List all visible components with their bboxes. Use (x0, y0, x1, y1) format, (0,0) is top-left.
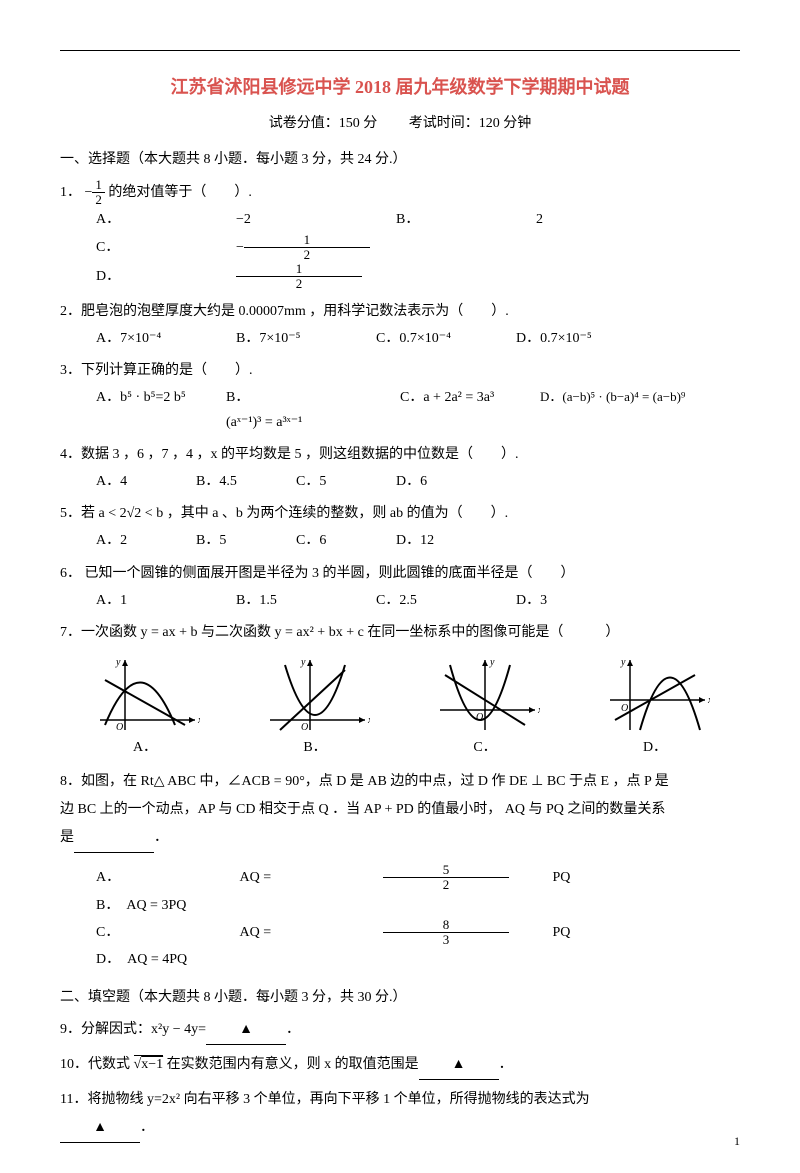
question-5: 5．若 a < 2√2 < b ，其中 a 、b 为两个连续的整数，则 ab 的… (60, 500, 740, 528)
q5-opt-c: C．6 (296, 528, 376, 553)
q3-opt-b: B．(aˣ⁻¹)³ = a³ˣ⁻¹ (226, 385, 380, 435)
q8-opt-c: C． AQ = 83 PQ (96, 918, 693, 948)
q8-opt-d: D． AQ = 4PQ (96, 947, 216, 972)
q7-label-b: B． (240, 735, 390, 760)
q7-label-d: D． (580, 735, 730, 760)
question-3: 3．下列计算正确的是（ ）. (60, 357, 740, 385)
q1-opt-a: A．−2 (96, 207, 376, 232)
q2-options: A．7×10⁻⁴ B．7×10⁻⁵ C．0.7×10⁻⁴ D．0.7×10⁻⁵ (60, 326, 740, 351)
q7-graphs: x y O A． x y O B． x y O (60, 655, 740, 760)
q3-opt-a: A．b⁵ · b⁵=2 b⁵ (96, 385, 206, 435)
question-6: 6． 已知一个圆锥的侧面展开图是半径为 3 的半圆，则此圆锥的底面半径是（ ） (60, 560, 740, 588)
q2-opt-a: A．7×10⁻⁴ (96, 326, 216, 351)
q6-opt-d: D．3 (516, 588, 636, 613)
q6-opt-a: A．1 (96, 588, 216, 613)
svg-text:O: O (301, 722, 308, 733)
frac-minus-half: 12 (92, 178, 105, 208)
question-10: 10．代数式 √x−1 在实数范围内有意义，则 x 的取值范围是▲． (60, 1051, 740, 1080)
q1-tail: 的绝对值等于（ ）. (108, 185, 252, 200)
question-9: 9．分解因式：x²y − 4y=▲． (60, 1016, 740, 1045)
q5-opt-a: A．2 (96, 528, 176, 553)
q6-opt-b: B．1.5 (236, 588, 356, 613)
svg-text:x: x (197, 715, 200, 726)
q1-opt-d: D．12 (96, 262, 402, 292)
svg-text:O: O (476, 712, 483, 723)
top-rule (60, 50, 740, 51)
svg-text:y: y (620, 657, 626, 668)
page-number: 1 (734, 1131, 740, 1153)
q3-opt-d: D．(a−b)⁵ · (b−a)⁴ = (a−b)⁹ (540, 385, 720, 435)
svg-text:y: y (300, 657, 306, 668)
q5-options: A．2 B．5 C．6 D．12 (60, 528, 740, 553)
q8-opt-b: B． AQ = 3PQ (96, 893, 236, 918)
q8-opt-a: A． AQ = 52 PQ (96, 863, 693, 893)
question-4: 4．数据 3 ，6 ，7 ，4 ，x 的平均数是 5 ，则这组数据的中位数是（ … (60, 441, 740, 469)
question-7: 7．一次函数 y = ax + b 与二次函数 y = ax² + bx + c… (60, 619, 740, 647)
question-1: 1． −12 的绝对值等于（ ）. (60, 178, 740, 208)
svg-text:x: x (367, 715, 370, 726)
q4-opt-d: D．6 (396, 469, 476, 494)
q2-opt-c: C．0.7×10⁻⁴ (376, 326, 496, 351)
score-label: 试卷分值：150 分 (269, 116, 378, 131)
question-11: 11．将抛物线 y=2x² 向右平移 3 个单位，再向下平移 1 个单位，所得抛… (60, 1086, 740, 1114)
q7-graph-d: x y O D． (580, 655, 730, 760)
q2-opt-b: B．7×10⁻⁵ (236, 326, 356, 351)
section-1-heading: 一、选择题（本大题共 8 小题．每小题 3 分，共 24 分.） (60, 147, 740, 172)
q4-opt-b: B．4.5 (196, 469, 276, 494)
q8-options: A． AQ = 52 PQ B． AQ = 3PQ C． AQ = 83 PQ … (60, 863, 740, 973)
q2-opt-d: D．0.7×10⁻⁵ (516, 326, 636, 351)
q7-label-c: C． (410, 735, 560, 760)
svg-text:O: O (116, 722, 123, 733)
q1-opt-c: C．−12 (96, 233, 410, 263)
q5-opt-b: B．5 (196, 528, 276, 553)
svg-text:y: y (489, 657, 495, 668)
section-2-heading: 二、填空题（本大题共 8 小题．每小题 3 分，共 30 分.） (60, 985, 740, 1010)
q7-graph-b: x y O B． (240, 655, 390, 760)
question-8c: 是 ． (60, 824, 740, 853)
subtitle: 试卷分值：150 分 考试时间：120 分钟 (60, 111, 740, 136)
q5-opt-d: D．12 (396, 528, 476, 553)
q6-options: A．1 B．1.5 C．2.5 D．3 (60, 588, 740, 613)
question-2: 2．肥皂泡的泡壁厚度大约是 0.00007mm ，用科学记数法表示为（ ）. (60, 298, 740, 326)
q1-num: 1． (60, 185, 81, 200)
q1-opt-b: B．2 (396, 207, 676, 232)
q6-opt-c: C．2.5 (376, 588, 496, 613)
q3-opt-c: C．a + 2a² = 3a³ (400, 385, 520, 435)
q3-options: A．b⁵ · b⁵=2 b⁵ B．(aˣ⁻¹)³ = a³ˣ⁻¹ C．a + 2… (60, 385, 740, 435)
q8-blank (74, 824, 154, 853)
q10-blank: ▲ (419, 1051, 499, 1080)
q9-blank: ▲ (206, 1016, 286, 1045)
q4-opt-c: C．5 (296, 469, 376, 494)
question-8b: 边 BC 上的一个动点，AP 与 CD 相交于点 Q ．当 AP + PD 的值… (60, 796, 740, 824)
q4-opt-a: A．4 (96, 469, 176, 494)
time-label: 考试时间：120 分钟 (409, 116, 532, 131)
question-11-blank-line: ▲． (60, 1114, 740, 1143)
page-title: 江苏省沭阳县修远中学 2018 届九年级数学下学期期中试题 (60, 71, 740, 103)
q4-options: A．4 B．4.5 C．5 D．6 (60, 469, 740, 494)
q7-label-a: A． (70, 735, 220, 760)
q7-graph-a: x y O A． (70, 655, 220, 760)
question-8a: 8．如图，在 Rt△ ABC 中，∠ACB = 90°，点 D 是 AB 边的中… (60, 768, 740, 796)
svg-text:x: x (537, 705, 540, 716)
q11-blank: ▲ (60, 1114, 140, 1143)
q1-options: A．−2 B．2 C．−12 D．12 (60, 207, 740, 291)
q7-graph-c: x y O C． (410, 655, 560, 760)
svg-text:y: y (115, 657, 121, 668)
svg-text:x: x (707, 695, 710, 706)
